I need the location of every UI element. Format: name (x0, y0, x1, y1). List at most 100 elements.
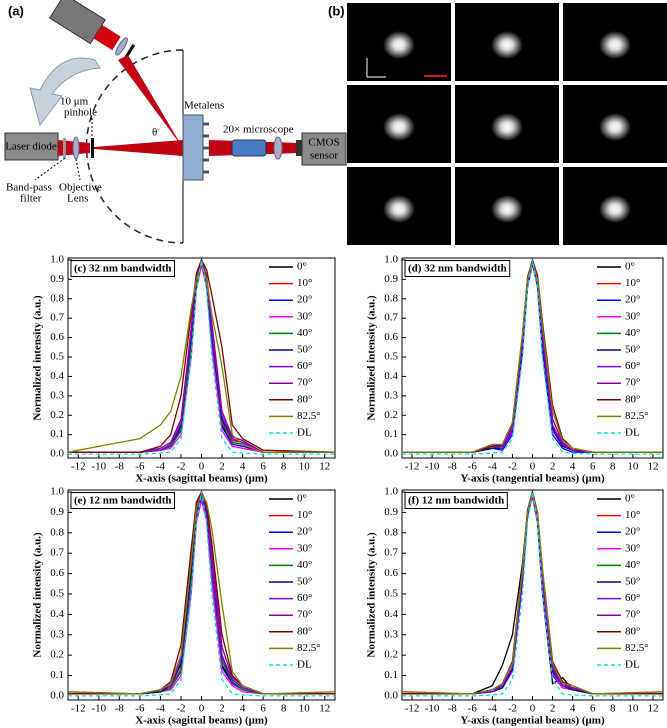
x-tick-label: 4 (570, 461, 576, 473)
legend-label: DL (625, 659, 640, 671)
y-tick-label: 0.3 (50, 628, 64, 640)
x-tick-label: 12 (647, 703, 658, 715)
x-tick-label: -12 (71, 703, 86, 715)
chart-title: (e) 12 nm bandwidth (74, 495, 172, 507)
y-tick-label: 0.9 (384, 506, 398, 518)
y-tick-label: 1.0 (50, 253, 64, 265)
legend-label: 60° (625, 360, 640, 372)
series-line (68, 259, 335, 455)
label: filter (20, 193, 42, 205)
legend-label: 0° (625, 493, 635, 505)
series-line (402, 259, 663, 453)
legend-label: 70° (297, 377, 312, 389)
x-tick-label: 8 (281, 461, 287, 473)
series-line (68, 258, 336, 453)
series-line (402, 257, 663, 453)
x-tick-label: 2 (550, 461, 556, 473)
plot-frame (401, 489, 664, 701)
series-line (401, 491, 664, 695)
x-tick-label: -4 (488, 703, 498, 715)
chart-title: (d) 32 nm bandwidth (408, 263, 507, 275)
psf-spot (491, 31, 523, 59)
series-line (401, 493, 664, 695)
x-tick-label: 12 (319, 461, 330, 473)
series-line (68, 257, 335, 453)
legend-label: 10° (625, 277, 640, 289)
x-tick-label: 10 (299, 703, 311, 715)
x-tick-label: -2 (176, 461, 185, 473)
series-line (402, 495, 663, 695)
series-line (402, 489, 663, 695)
series-line (402, 495, 663, 695)
x-tick-label: -10 (425, 703, 440, 715)
series-line (402, 259, 663, 453)
legend-label: 30° (297, 310, 312, 322)
series-line (68, 489, 335, 695)
y-tick-label: 0.8 (384, 526, 398, 538)
series-line (402, 261, 663, 453)
legend-label: 80° (625, 393, 640, 405)
x-tick-label: 6 (590, 461, 596, 473)
series-line (402, 261, 663, 453)
label: sensor (310, 150, 338, 162)
y-tick-label: 1.0 (384, 253, 398, 265)
x-tick-label: 10 (299, 461, 311, 473)
series-line (67, 261, 335, 453)
psf-images: (b) 0° 10° 20° 30° 40° 50° 60° 70° 83° Y X 3 μm (328, 3, 667, 245)
title-box (70, 492, 175, 510)
y-tick-label: 0.9 (384, 273, 398, 285)
legend-label: 50° (625, 344, 640, 356)
metalens-pillars (203, 122, 209, 174)
x-tick-label: 2 (219, 703, 225, 715)
series-line (402, 259, 663, 453)
label: 20× microscope (223, 124, 294, 136)
y-tick-label: 0.3 (384, 389, 398, 401)
rotation-arc (85, 49, 184, 244)
y-tick-label: 0.7 (384, 312, 398, 324)
x-tick-label: 12 (319, 703, 330, 715)
legend-label: DL (625, 427, 640, 439)
y-tick-label: 0.3 (384, 628, 398, 640)
x-tick-label: -12 (71, 461, 86, 473)
leader-lines (34, 118, 93, 181)
series-line (68, 500, 335, 695)
series-line (67, 492, 336, 695)
x-tick-label: -4 (488, 461, 498, 473)
x-axis-label: X-axis (sagittal beams) (μm) (135, 715, 268, 727)
series-line (68, 261, 335, 453)
x-tick-label: -8 (448, 703, 458, 715)
x-tick-label: -2 (508, 461, 517, 473)
x-tick-label: -12 (405, 461, 420, 473)
x-tick-label: 4 (240, 461, 246, 473)
objective (72, 136, 80, 160)
y-tick-label: 0.3 (50, 389, 64, 401)
y-tick-label: 0.0 (50, 448, 64, 460)
legend-label: 10° (297, 509, 312, 521)
x-tick-label: 6 (590, 703, 596, 715)
y-tick-label: 0.0 (384, 689, 398, 701)
x-tick-label: -10 (425, 461, 440, 473)
series-line (402, 263, 663, 453)
beam (94, 140, 183, 156)
plot-frame (67, 489, 336, 701)
y-tick-label: 0.8 (50, 292, 64, 304)
x-tick-label: 10 (627, 461, 639, 473)
x-tick-label: -2 (508, 703, 517, 715)
series-line (402, 493, 663, 695)
legend-label: 0° (297, 261, 307, 273)
series-line (68, 490, 335, 695)
title-box (404, 260, 511, 278)
rotation-arrow (29, 57, 101, 127)
legend-label: 70° (625, 377, 640, 389)
legend-label: 20° (297, 294, 312, 306)
series-line (68, 259, 335, 453)
y-tick-label: 0.2 (50, 409, 64, 421)
x-tick-label: -6 (135, 703, 145, 715)
x-tick-label: -12 (405, 703, 420, 715)
legend-label: DL (297, 427, 312, 439)
x-tick-label: 6 (260, 461, 266, 473)
x-axis-label: Y-axis (tangential beams) (μm) (460, 473, 605, 485)
y-tick-label: 0.7 (384, 547, 398, 559)
x-tick-label: 0 (530, 703, 536, 715)
